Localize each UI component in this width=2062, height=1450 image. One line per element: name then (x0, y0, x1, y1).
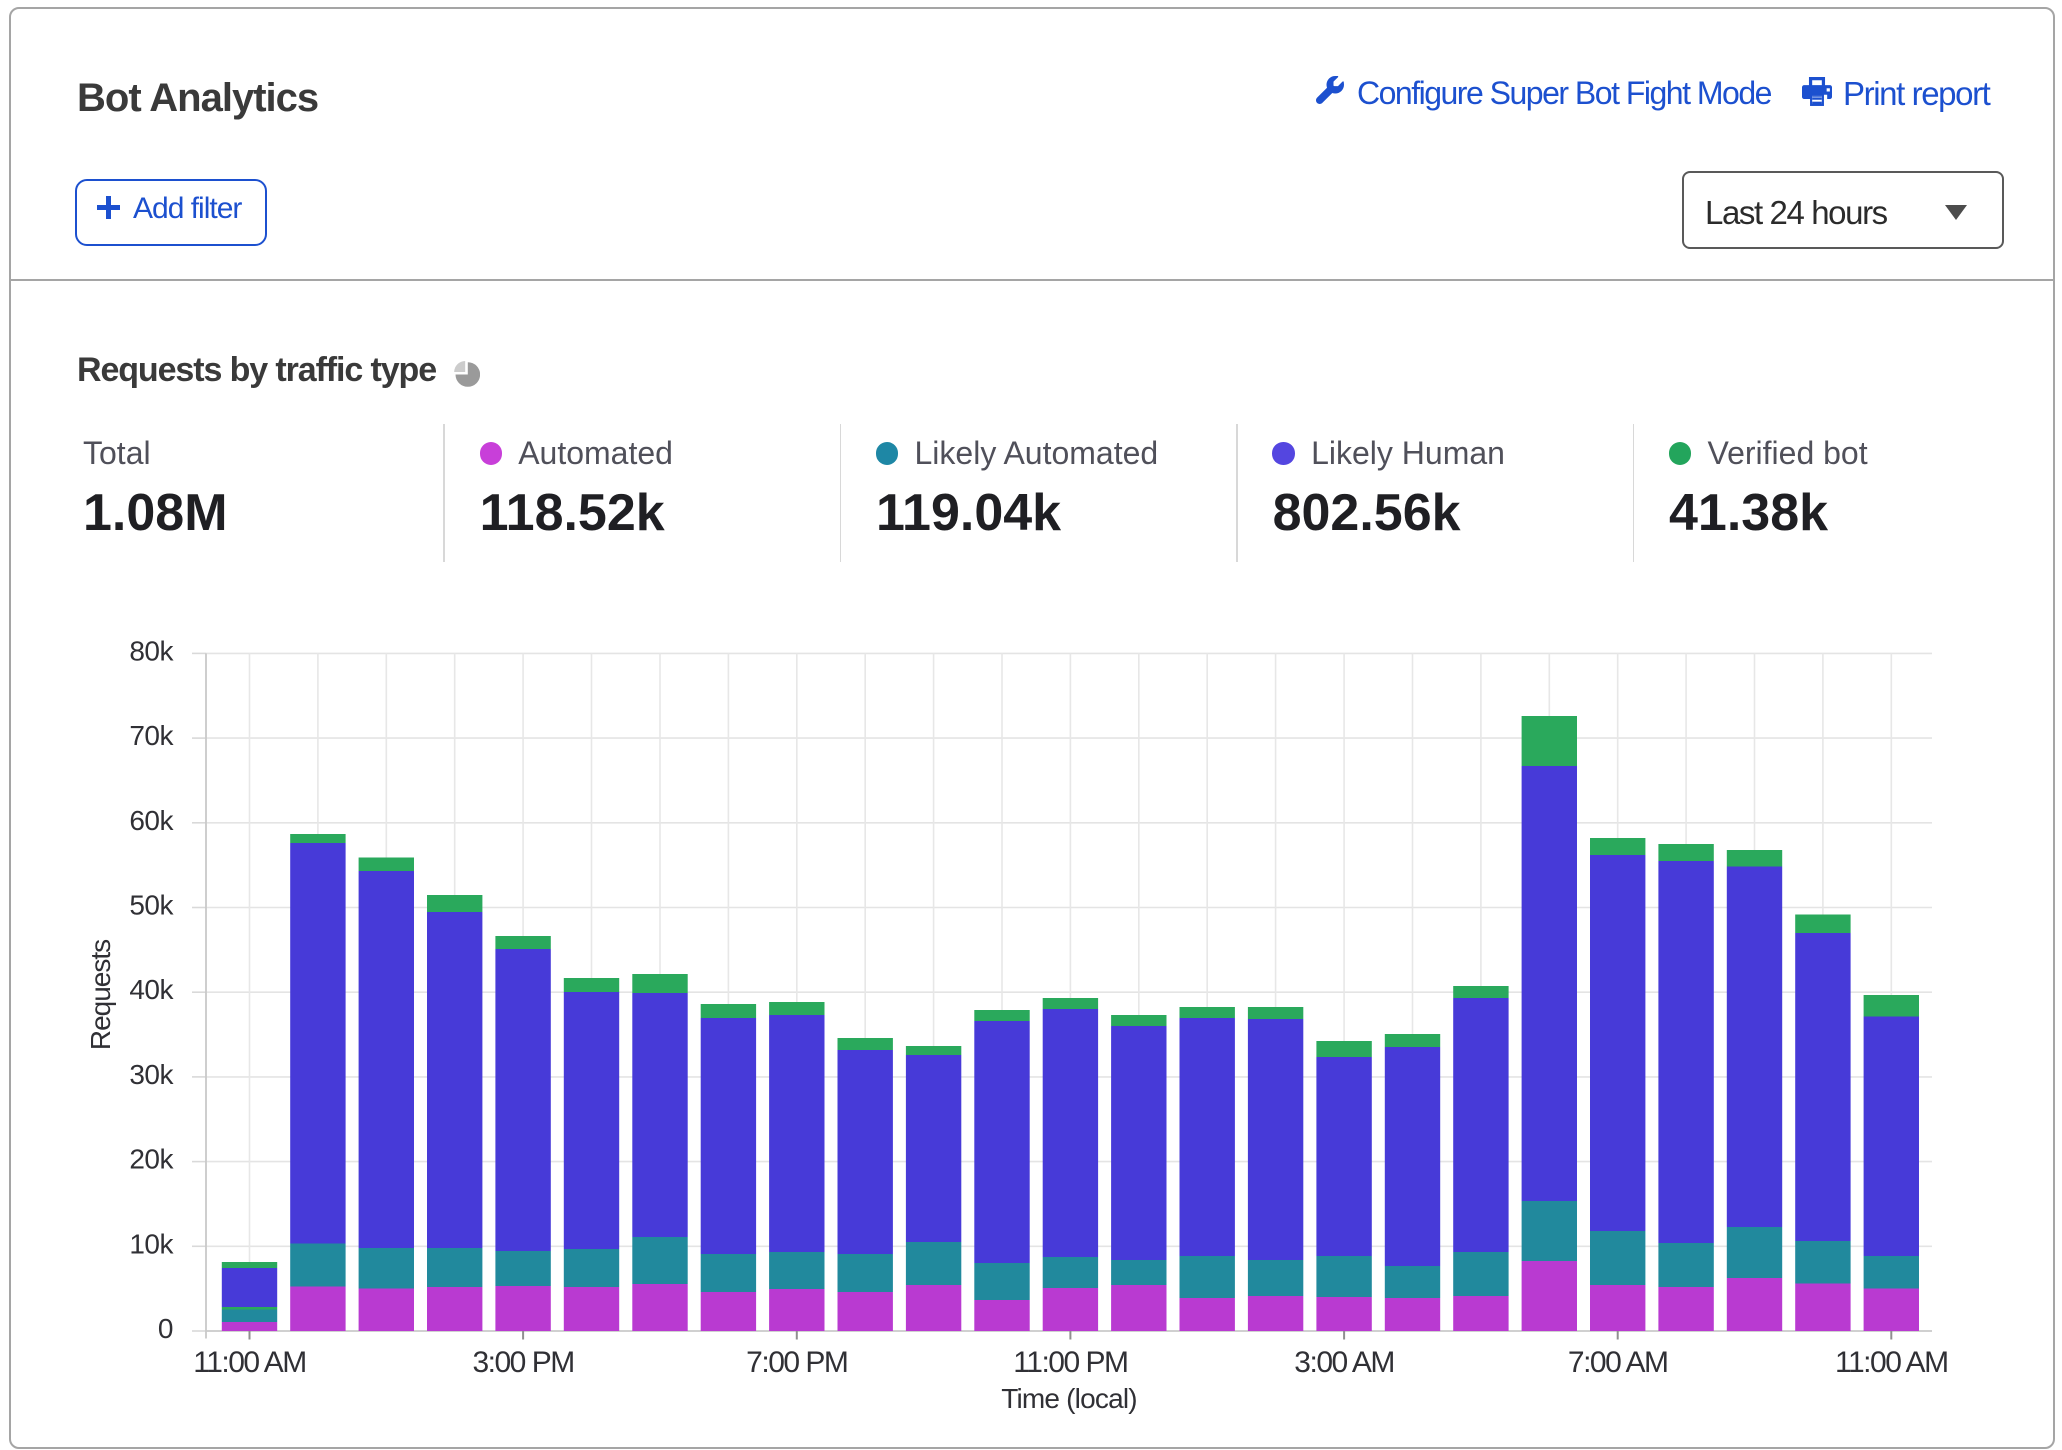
svg-text:20k: 20k (129, 1144, 174, 1175)
svg-text:70k: 70k (129, 720, 174, 751)
svg-text:80k: 80k (129, 635, 174, 666)
svg-text:30k: 30k (129, 1059, 174, 1090)
svg-text:Time (local): Time (local) (1001, 1383, 1137, 1414)
svg-text:50k: 50k (129, 890, 174, 921)
svg-text:11:00 PM: 11:00 PM (1013, 1346, 1127, 1379)
svg-text:3:00 AM: 3:00 AM (1294, 1346, 1394, 1379)
svg-text:40k: 40k (129, 974, 174, 1005)
svg-text:Requests: Requests (85, 940, 116, 1050)
svg-text:11:00 AM: 11:00 AM (1835, 1346, 1948, 1379)
svg-text:60k: 60k (129, 805, 174, 836)
svg-text:11:00 AM: 11:00 AM (193, 1346, 306, 1379)
svg-text:3:00 PM: 3:00 PM (472, 1346, 573, 1379)
svg-text:0: 0 (158, 1313, 173, 1344)
svg-text:7:00 PM: 7:00 PM (746, 1346, 847, 1379)
svg-text:7:00 AM: 7:00 AM (1568, 1346, 1668, 1379)
svg-text:10k: 10k (129, 1228, 174, 1259)
